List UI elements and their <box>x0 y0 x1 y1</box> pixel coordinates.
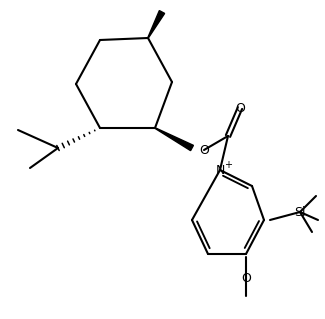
Polygon shape <box>155 128 193 151</box>
Text: O: O <box>241 271 251 285</box>
Text: Si: Si <box>294 205 306 219</box>
Text: O: O <box>235 101 245 115</box>
Text: N: N <box>215 164 225 176</box>
Text: O: O <box>199 144 209 157</box>
Text: +: + <box>224 160 232 170</box>
Polygon shape <box>148 11 165 38</box>
